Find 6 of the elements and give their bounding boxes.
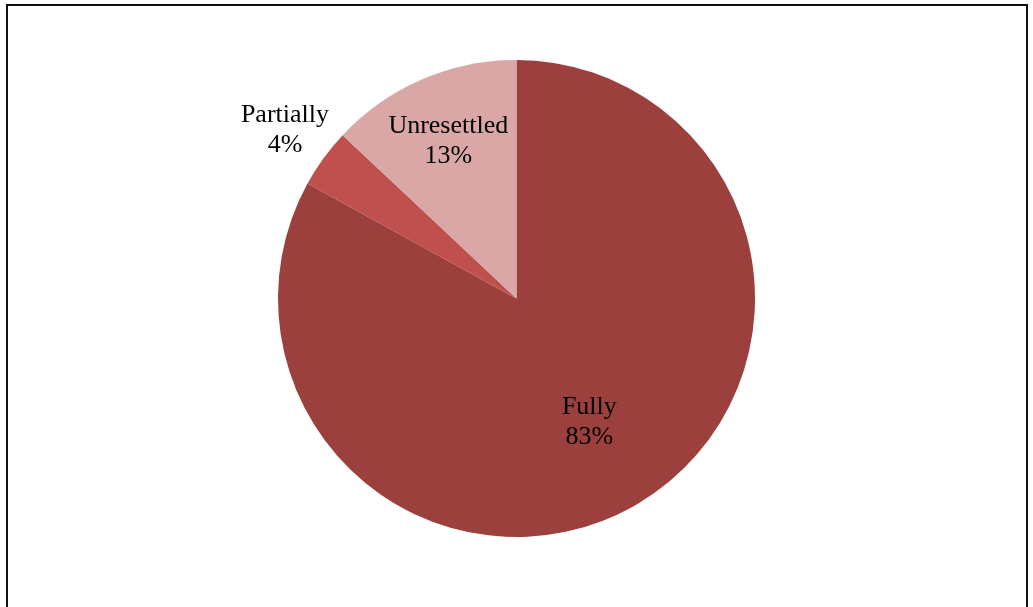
slice-label: Partially: [240, 99, 330, 129]
data-label: 13%: [424, 139, 473, 169]
slice-label: Fully: [561, 390, 617, 420]
slice-label: Unresettled: [388, 109, 509, 139]
data-label: 4%: [267, 129, 303, 159]
data-label: 83%: [565, 420, 614, 450]
